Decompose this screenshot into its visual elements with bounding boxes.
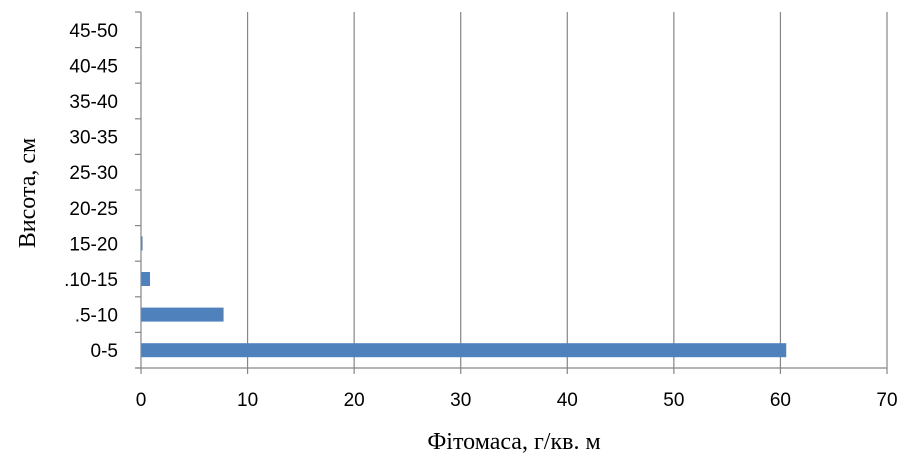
bar [141, 272, 151, 286]
bar [141, 343, 787, 358]
x-tick-label: 20 [344, 390, 365, 411]
bars [141, 236, 787, 358]
x-tick-label: 10 [237, 390, 258, 411]
y-tick-label: .10-15 [64, 270, 118, 291]
axes [135, 11, 888, 374]
x-tick-label: 30 [450, 390, 471, 411]
y-tick-label: 40-45 [69, 56, 118, 77]
x-tick-label: 50 [663, 390, 684, 411]
y-tick-label: 30-35 [69, 128, 118, 149]
y-tick-label: .5-10 [75, 306, 118, 327]
x-tick-label: 60 [770, 390, 791, 411]
y-tick-label: 0-5 [91, 341, 118, 362]
y-tick-label: 15-20 [69, 234, 118, 255]
x-tick-label: 0 [136, 390, 147, 411]
y-tick-labels: 0-5 .5-10 .10-15 15-20 20-25 25-30 30-35 35-40 4… [64, 21, 118, 362]
x-tick-label: 70 [876, 390, 897, 411]
y-tick-label: 25-30 [69, 163, 118, 184]
y-axis-title: Висота, см [15, 138, 41, 248]
bar [141, 236, 143, 251]
x-axis-title: Фітомаса, г/кв. м [427, 429, 600, 455]
y-tick-label: 20-25 [69, 199, 118, 220]
x-tick-label: 40 [557, 390, 578, 411]
bar [141, 307, 224, 322]
x-tick-labels: 0 10 20 30 40 50 60 70 [136, 390, 898, 411]
gridlines [246, 12, 888, 368]
y-tick-label: 45-50 [69, 21, 118, 42]
y-tick-label: 35-40 [69, 92, 118, 113]
